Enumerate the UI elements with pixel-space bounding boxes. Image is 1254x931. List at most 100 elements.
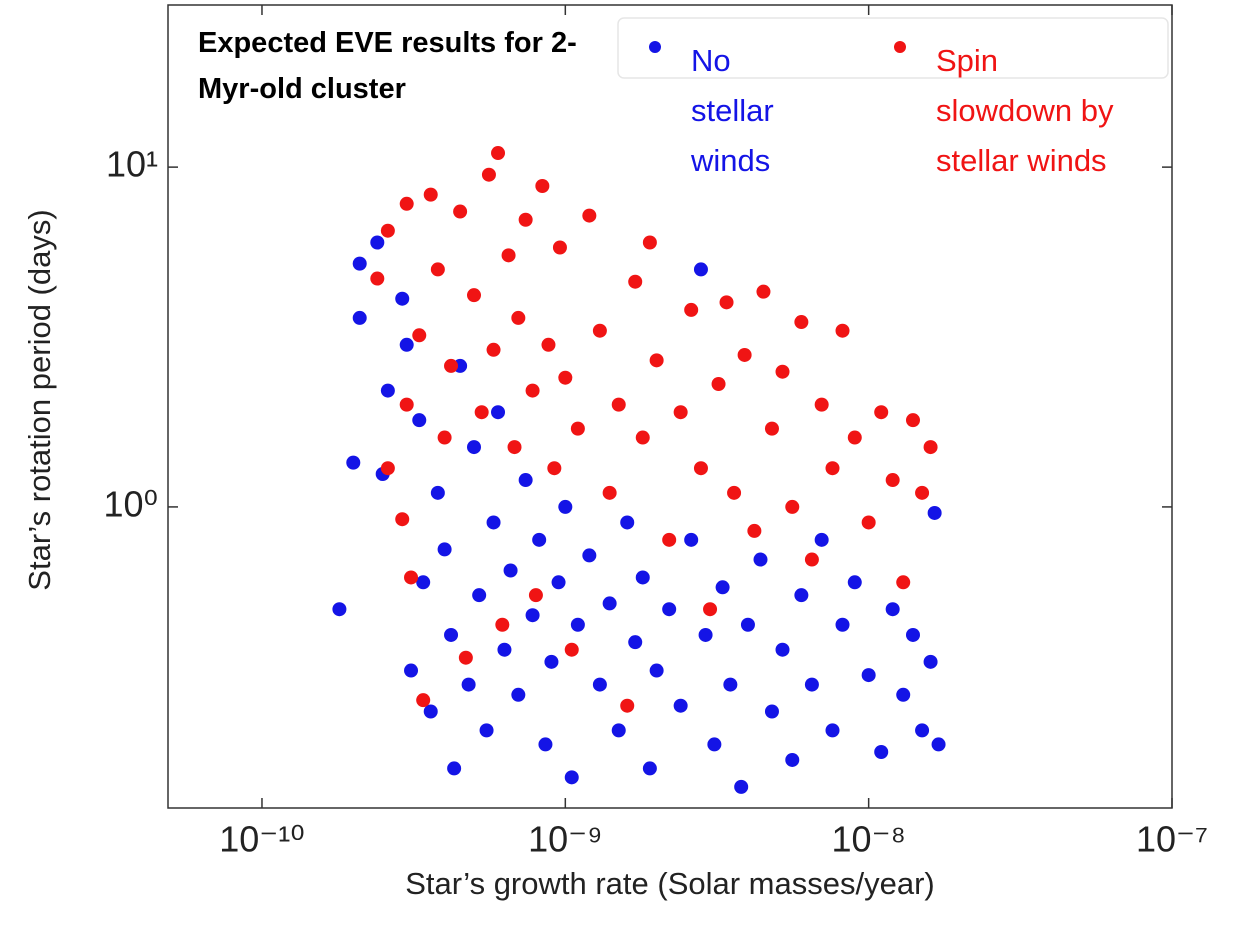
plot-frame <box>167 4 1173 809</box>
point <box>447 761 462 776</box>
point <box>423 187 438 202</box>
point <box>775 642 790 657</box>
annotation: Expected EVE results for 2-Myr-old clust… <box>198 27 577 105</box>
x-tick-label: 10⁻⁹ <box>528 819 602 860</box>
point <box>474 405 489 420</box>
point <box>552 240 567 255</box>
point <box>501 248 516 263</box>
point <box>740 617 755 632</box>
point <box>467 440 482 455</box>
point <box>835 323 850 338</box>
point <box>479 723 494 738</box>
point <box>715 580 730 595</box>
point <box>764 421 779 436</box>
point <box>416 693 431 708</box>
point <box>511 687 526 702</box>
point <box>764 704 779 719</box>
point <box>481 167 496 182</box>
point <box>684 302 699 317</box>
point <box>511 310 526 325</box>
point <box>404 570 419 585</box>
x-tick-label: 10⁻⁷ <box>1136 819 1208 860</box>
point <box>370 235 385 250</box>
point <box>703 602 718 617</box>
point <box>458 650 473 665</box>
point <box>412 413 427 428</box>
point <box>430 485 445 500</box>
point <box>727 485 742 500</box>
point <box>518 212 533 227</box>
point <box>737 347 752 362</box>
point <box>491 405 506 420</box>
point <box>430 262 445 277</box>
point <box>346 455 361 470</box>
point <box>518 473 533 488</box>
point <box>662 602 677 617</box>
point <box>673 698 688 713</box>
point <box>814 397 829 412</box>
legend-box <box>617 17 1169 79</box>
point <box>404 663 419 678</box>
point <box>564 770 579 785</box>
point <box>535 178 550 193</box>
point <box>602 596 617 611</box>
point <box>551 575 566 590</box>
point <box>794 315 809 330</box>
legend-marker <box>894 41 906 53</box>
point <box>525 383 540 398</box>
point <box>538 737 553 752</box>
point <box>491 146 506 161</box>
point <box>642 761 657 776</box>
point <box>861 515 876 530</box>
point <box>592 677 607 692</box>
point <box>747 523 762 538</box>
point <box>825 723 840 738</box>
point <box>775 364 790 379</box>
point <box>602 485 617 500</box>
point <box>503 563 518 578</box>
point <box>611 723 626 738</box>
point <box>794 588 809 603</box>
point <box>847 575 862 590</box>
point <box>461 677 476 692</box>
point <box>861 668 876 683</box>
point <box>804 677 819 692</box>
point <box>785 752 800 767</box>
point <box>734 779 749 794</box>
point <box>592 323 607 338</box>
x-tick-label: 10⁻⁸ <box>832 819 906 860</box>
point <box>628 274 643 289</box>
point <box>635 570 650 585</box>
point <box>927 505 942 520</box>
point <box>719 295 734 310</box>
point <box>693 262 708 277</box>
point <box>649 353 664 368</box>
point <box>756 284 771 299</box>
point <box>885 602 900 617</box>
point <box>723 677 738 692</box>
point <box>620 698 635 713</box>
point <box>495 617 510 632</box>
point <box>923 654 938 669</box>
point <box>620 515 635 530</box>
point <box>785 499 800 514</box>
point <box>380 223 395 238</box>
point <box>558 370 573 385</box>
point <box>693 461 708 476</box>
point <box>582 548 597 563</box>
point <box>486 342 501 357</box>
point <box>915 485 930 500</box>
legend-label: Spin slowdown by stellar winds <box>936 43 1114 178</box>
point <box>905 413 920 428</box>
point <box>444 627 459 642</box>
point <box>896 687 911 702</box>
point <box>611 397 626 412</box>
point <box>352 310 367 325</box>
point <box>825 461 840 476</box>
point <box>570 617 585 632</box>
point <box>541 337 556 352</box>
point <box>399 337 414 352</box>
point <box>444 358 459 373</box>
point <box>380 461 395 476</box>
